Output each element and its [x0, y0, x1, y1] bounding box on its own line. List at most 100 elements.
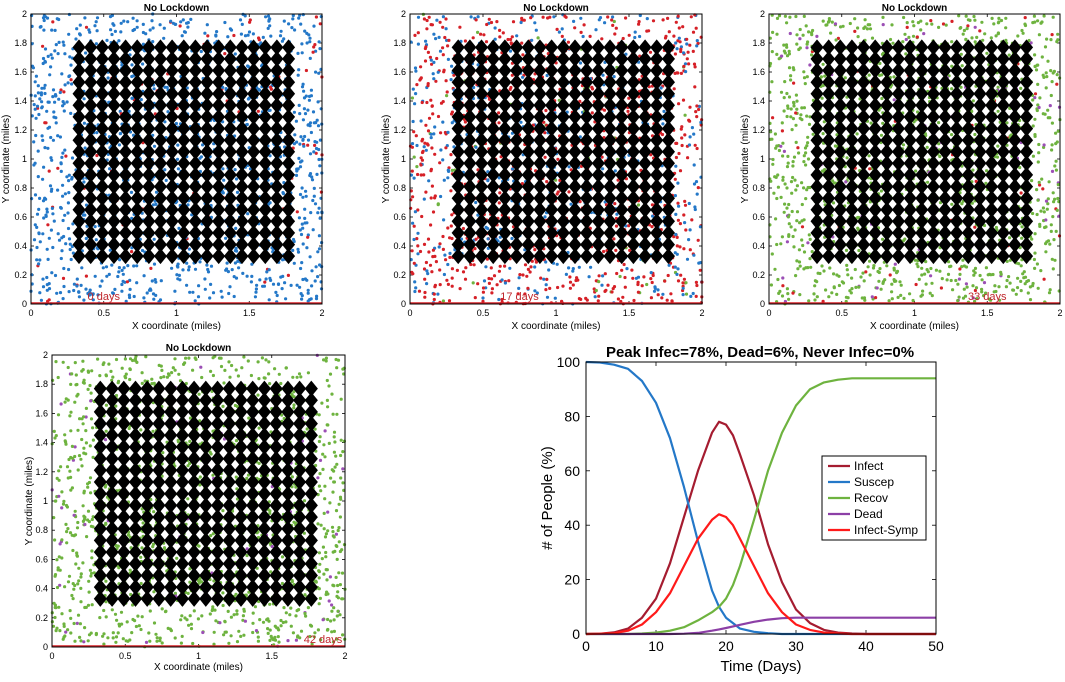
person-dot [51, 95, 54, 98]
person-dot [800, 118, 803, 121]
person-dot [822, 269, 825, 272]
y-tick-label: 2 [401, 9, 406, 19]
person-dot [429, 99, 432, 102]
person-dot [38, 197, 41, 200]
person-dot [295, 120, 298, 123]
person-dot [433, 293, 436, 296]
person-dot [925, 22, 928, 25]
person-dot [58, 41, 61, 44]
person-dot [269, 35, 272, 38]
person-dot [427, 179, 430, 182]
person-dot [829, 31, 832, 34]
person-dot [783, 96, 786, 99]
person-dot [985, 266, 988, 269]
person-dot [451, 277, 454, 280]
y-tick-label: 0.4 [14, 241, 27, 251]
person-dot [854, 268, 857, 271]
person-dot [476, 282, 479, 285]
person-dot [119, 132, 122, 135]
person-dot [598, 274, 601, 277]
person-dot [413, 102, 416, 105]
person-dot [411, 96, 414, 99]
x-tick-label: 0 [407, 308, 412, 318]
person-dot [1029, 298, 1032, 301]
person-dot [594, 28, 597, 31]
person-dot [791, 128, 794, 131]
person-dot [580, 31, 583, 34]
person-dot [831, 21, 834, 24]
person-dot [683, 200, 686, 203]
person-dot [447, 169, 450, 172]
person-dot [661, 293, 664, 296]
person-dot [792, 66, 795, 69]
person-dot [868, 260, 871, 263]
person-dot [305, 195, 308, 198]
person-dot [929, 267, 932, 270]
person-dot [783, 211, 786, 214]
person-dot [155, 191, 158, 194]
person-dot [264, 15, 267, 18]
person-dot [318, 247, 321, 250]
person-dot [535, 29, 538, 32]
person-dot [462, 227, 465, 230]
person-dot [94, 275, 97, 278]
y-tick-label: 1.4 [14, 96, 27, 106]
person-dot [805, 46, 808, 49]
person-dot [613, 75, 616, 78]
person-dot [859, 275, 862, 278]
person-dot [630, 269, 633, 272]
person-dot [63, 109, 66, 112]
person-dot [685, 42, 688, 45]
person-dot [479, 33, 482, 36]
person-dot [475, 18, 478, 21]
person-dot [283, 281, 286, 284]
person-dot [1053, 164, 1056, 167]
person-dot [435, 57, 438, 60]
person-dot [50, 271, 53, 274]
person-dot [152, 203, 155, 206]
person-dot [1052, 191, 1055, 194]
person-dot [417, 31, 420, 34]
y-tick-label: 0.6 [393, 212, 406, 222]
person-dot [427, 51, 430, 54]
person-dot [482, 291, 485, 294]
person-dot [494, 38, 497, 41]
person-dot [446, 44, 449, 47]
person-dot [699, 269, 702, 272]
person-dot [677, 205, 680, 208]
person-dot [198, 260, 201, 263]
person-dot [518, 276, 521, 279]
person-dot [424, 45, 427, 48]
person-dot [426, 84, 429, 87]
person-dot [59, 291, 62, 294]
person-dot [42, 57, 45, 60]
person-dot [414, 66, 417, 69]
person-dot [62, 41, 65, 44]
person-dot [41, 45, 44, 48]
person-dot [520, 42, 523, 45]
person-dot [697, 262, 700, 265]
person-dot [53, 220, 56, 223]
person-dot [132, 264, 135, 267]
person-dot [897, 296, 900, 299]
person-dot [922, 32, 925, 35]
person-dot [545, 180, 548, 183]
person-dot [558, 30, 561, 33]
person-dot [220, 290, 223, 293]
person-dot [95, 238, 98, 241]
person-dot [507, 279, 510, 282]
person-dot [474, 296, 477, 299]
person-dot [315, 173, 318, 176]
person-dot [293, 111, 296, 114]
person-dot [1031, 98, 1034, 101]
person-dot [302, 13, 305, 16]
person-dot [126, 264, 129, 267]
person-dot [497, 111, 500, 114]
person-dot [313, 144, 316, 147]
person-dot [695, 284, 698, 287]
person-dot [664, 36, 667, 39]
person-dot [107, 76, 110, 79]
person-dot [571, 270, 574, 273]
person-dot [293, 28, 296, 31]
person-dot [446, 90, 449, 93]
